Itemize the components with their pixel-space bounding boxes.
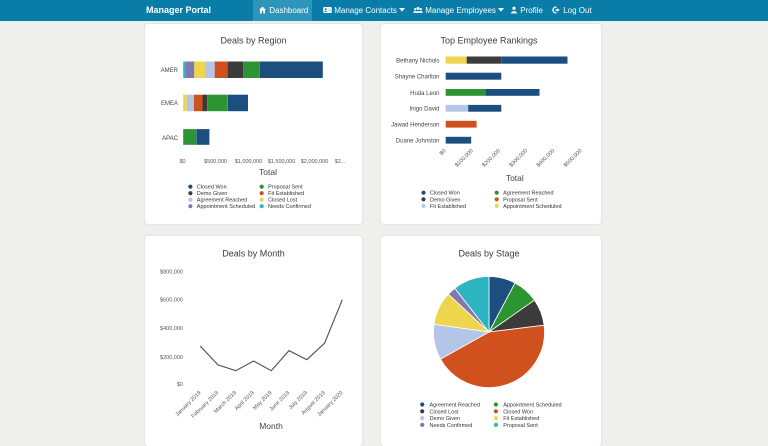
svg-text:$0: $0 <box>179 159 185 165</box>
svg-text:APAC: APAC <box>162 136 179 142</box>
svg-text:Demo Given: Demo Given <box>430 197 461 203</box>
svg-text:Proposal Sent: Proposal Sent <box>268 185 303 191</box>
svg-text:Fit Established: Fit Established <box>430 204 466 210</box>
svg-text:$400,000: $400,000 <box>536 148 556 168</box>
svg-text:AMER: AMER <box>161 68 179 74</box>
svg-text:Closed Lost: Closed Lost <box>268 198 298 204</box>
svg-text:Demo Given: Demo Given <box>430 416 461 422</box>
svg-text:Bethany Nichols: Bethany Nichols <box>396 59 439 65</box>
svg-text:Total: Total <box>259 167 277 177</box>
svg-text:Appointment Scheduled: Appointment Scheduled <box>503 403 561 409</box>
svg-text:Appointment Scheduled: Appointment Scheduled <box>503 204 561 210</box>
svg-text:Fit Established: Fit Established <box>268 191 304 197</box>
svg-text:Shayne Charlton: Shayne Charlton <box>395 75 440 81</box>
svg-text:$200,000: $200,000 <box>160 355 183 361</box>
svg-text:$2,000,000: $2,000,000 <box>301 159 329 165</box>
svg-text:$500,000: $500,000 <box>204 159 227 165</box>
svg-text:Appointment Scheduled: Appointment Scheduled <box>197 204 255 210</box>
svg-text:Agreement Reached: Agreement Reached <box>197 198 247 204</box>
svg-text:$600,000: $600,000 <box>160 297 183 303</box>
svg-text:Agreement Reached: Agreement Reached <box>503 191 553 197</box>
svg-text:Deals by Region: Deals by Region <box>220 36 286 46</box>
svg-text:Proposal Sent: Proposal Sent <box>503 423 538 429</box>
svg-text:Huda Leon: Huda Leon <box>410 91 439 97</box>
svg-text:Closed Won: Closed Won <box>197 185 227 191</box>
svg-text:Month: Month <box>259 421 283 431</box>
svg-text:EMEA: EMEA <box>161 101 178 107</box>
svg-text:Deals by Month: Deals by Month <box>222 249 285 259</box>
svg-text:$1,000,000: $1,000,000 <box>235 159 263 165</box>
svg-text:Duane Johnston: Duane Johnston <box>396 139 440 145</box>
svg-text:$1,500,000: $1,500,000 <box>268 159 296 165</box>
svg-text:$200,000: $200,000 <box>481 148 501 168</box>
svg-text:Top Employee Rankings: Top Employee Rankings <box>440 36 538 46</box>
svg-text:Closed Won: Closed Won <box>430 191 460 197</box>
svg-text:Closed Won: Closed Won <box>503 409 533 415</box>
svg-text:Jawad Henderson: Jawad Henderson <box>391 123 439 129</box>
svg-text:$400,000: $400,000 <box>160 326 183 332</box>
svg-text:Closed Lost: Closed Lost <box>430 409 460 415</box>
svg-text:Needs Confirmed: Needs Confirmed <box>268 204 311 210</box>
svg-text:Demo Given: Demo Given <box>197 191 228 197</box>
svg-text:$100,000: $100,000 <box>454 148 474 168</box>
svg-text:Agreement Reached: Agreement Reached <box>430 403 480 409</box>
svg-text:$0: $0 <box>177 382 183 388</box>
svg-text:$500,000: $500,000 <box>563 148 583 168</box>
svg-text:$2...: $2... <box>335 159 346 165</box>
svg-text:Needs Confirmed: Needs Confirmed <box>430 423 473 429</box>
svg-text:$0: $0 <box>439 148 448 157</box>
svg-text:Inigo David: Inigo David <box>409 107 439 113</box>
svg-text:Total: Total <box>506 173 524 183</box>
svg-text:Fit Established: Fit Established <box>503 416 539 422</box>
svg-text:Proposal Sent: Proposal Sent <box>503 197 538 203</box>
svg-text:$300,000: $300,000 <box>509 148 529 168</box>
svg-text:Deals by Stage: Deals by Stage <box>458 249 519 259</box>
svg-text:$800,000: $800,000 <box>160 270 183 276</box>
